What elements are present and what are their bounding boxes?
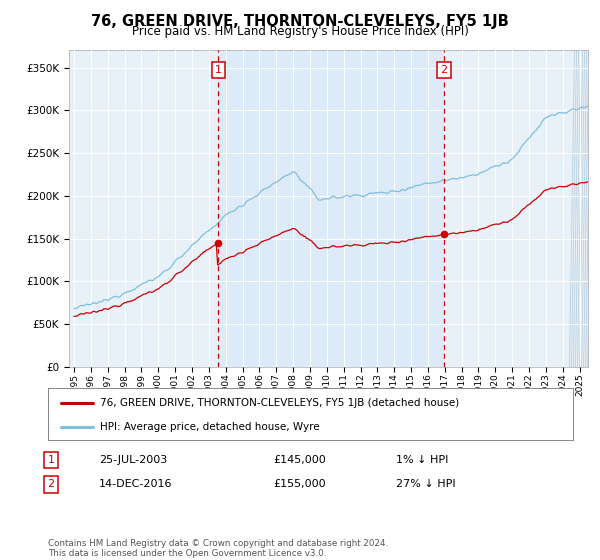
Text: 76, GREEN DRIVE, THORNTON-CLEVELEYS, FY5 1JB (detached house): 76, GREEN DRIVE, THORNTON-CLEVELEYS, FY5… <box>101 398 460 408</box>
Text: Contains HM Land Registry data © Crown copyright and database right 2024.
This d: Contains HM Land Registry data © Crown c… <box>48 539 388 558</box>
Text: 1% ↓ HPI: 1% ↓ HPI <box>396 455 448 465</box>
Text: 1: 1 <box>215 65 222 75</box>
Bar <box>218 50 444 367</box>
Text: 2: 2 <box>440 65 448 75</box>
Bar <box>572 50 588 367</box>
Text: 1: 1 <box>47 455 55 465</box>
Text: 14-DEC-2016: 14-DEC-2016 <box>99 479 173 489</box>
Text: 2: 2 <box>47 479 55 489</box>
Text: 27% ↓ HPI: 27% ↓ HPI <box>396 479 455 489</box>
Text: 25-JUL-2003: 25-JUL-2003 <box>99 455 167 465</box>
Text: £145,000: £145,000 <box>273 455 326 465</box>
Text: 76, GREEN DRIVE, THORNTON-CLEVELEYS, FY5 1JB: 76, GREEN DRIVE, THORNTON-CLEVELEYS, FY5… <box>91 14 509 29</box>
Text: HPI: Average price, detached house, Wyre: HPI: Average price, detached house, Wyre <box>101 422 320 432</box>
Text: Price paid vs. HM Land Registry's House Price Index (HPI): Price paid vs. HM Land Registry's House … <box>131 25 469 38</box>
Text: £155,000: £155,000 <box>273 479 326 489</box>
